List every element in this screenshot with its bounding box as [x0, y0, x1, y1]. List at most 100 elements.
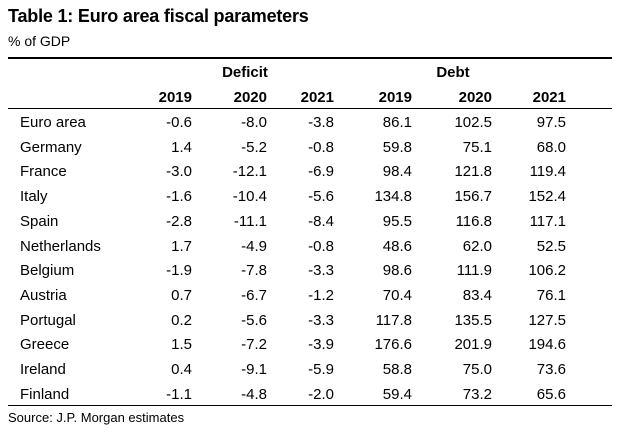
- table-cell: 62.0: [462, 237, 492, 255]
- table-cell: 0.2: [171, 311, 192, 329]
- table-cell: -12.1: [232, 163, 267, 181]
- table-cell: -7.2: [241, 336, 267, 354]
- year-header-deficit-2019: 2019: [158, 89, 192, 106]
- table-cell: 1.4: [171, 138, 192, 156]
- table-cell: -3.3: [308, 311, 334, 329]
- table-cell: -11.1: [233, 212, 267, 230]
- table-cell: 73.2: [462, 385, 492, 403]
- table-cell: 59.8: [382, 138, 412, 156]
- year-header-debt-2021: 2021: [532, 89, 566, 106]
- table-subtitle: % of GDP: [8, 33, 71, 49]
- table-row: Portugal 0.2 -5.6 -3.3 117.8 135.5 127.5: [0, 309, 619, 334]
- top-rule: [8, 57, 612, 59]
- debt-header: Debt: [436, 64, 470, 81]
- row-label: Ireland: [20, 361, 66, 378]
- table-cell: 98.6: [382, 262, 412, 280]
- table-row: Netherlands 1.7 -4.9 -0.8 48.6 62.0 52.5: [0, 235, 619, 260]
- table-cell: -1.2: [308, 286, 334, 304]
- table-cell: 156.7: [454, 188, 492, 206]
- table-cell: -1.1: [166, 385, 192, 403]
- table-row: Germany 1.4 -5.2 -0.8 59.8 75.1 68.0: [0, 136, 619, 161]
- table-row: Finland -1.1 -4.8 -2.0 59.4 73.2 65.6: [0, 383, 619, 408]
- table-cell: 86.1: [382, 114, 412, 131]
- table-cell: -3.9: [308, 336, 334, 354]
- table-cell: 194.6: [528, 336, 566, 354]
- table-cell: 95.5: [382, 212, 412, 230]
- table-cell: 73.6: [536, 361, 566, 378]
- table-cell: 65.6: [536, 385, 566, 403]
- row-label: Belgium: [20, 262, 75, 280]
- row-label: Germany: [20, 138, 82, 156]
- table-cell: 135.5: [454, 311, 492, 329]
- deficit-header: Deficit: [222, 64, 268, 81]
- table-cell: 1.5: [171, 336, 192, 354]
- table-cell: -3.0: [166, 163, 192, 181]
- table-cell: 134.8: [374, 188, 412, 206]
- table-cell: 48.6: [382, 237, 412, 255]
- table-cell: 83.4: [462, 286, 492, 304]
- table-cell: -4.8: [241, 385, 267, 403]
- table-cell: 102.5: [454, 114, 492, 131]
- table-cell: 152.4: [528, 188, 566, 206]
- table-cell: -7.8: [241, 262, 267, 280]
- table-row: Greece 1.5 -7.2 -3.9 176.6 201.9 194.6: [0, 333, 619, 358]
- table-cell: 68.0: [536, 138, 566, 156]
- table-cell: -1.9: [166, 262, 192, 280]
- table-cell: -6.7: [241, 286, 267, 304]
- table-row: Spain -2.8 -11.1 -8.4 95.5 116.8 117.1: [0, 210, 619, 235]
- table-cell: -5.6: [308, 188, 334, 206]
- table-cell: 98.4: [382, 163, 412, 181]
- row-label: Austria: [20, 286, 67, 304]
- table-row: Euro area -0.6 -8.0 -3.8 86.1 102.5 97.5: [0, 111, 619, 136]
- row-label: Netherlands: [20, 237, 101, 255]
- bottom-rule: [8, 405, 612, 406]
- table-cell: 117.8: [375, 311, 412, 329]
- row-label: Greece: [20, 336, 70, 354]
- table-cell: 75.1: [462, 138, 492, 156]
- table-row: Belgium -1.9 -7.8 -3.3 98.6 111.9 106.2: [0, 259, 619, 284]
- table-cell: -5.9: [308, 361, 334, 378]
- table-cell: -9.1: [241, 361, 267, 378]
- table-row: Ireland 0.4 -9.1 -5.9 58.8 75.0 73.6: [0, 358, 619, 383]
- table-cell: 1.7: [171, 237, 192, 255]
- table-cell: 117.1: [529, 212, 566, 230]
- table-cell: 201.9: [454, 336, 492, 354]
- year-header-deficit-2020: 2020: [233, 89, 267, 106]
- table-cell: 121.8: [454, 163, 492, 181]
- table-cell: 59.4: [382, 385, 412, 403]
- table-cell: -3.8: [308, 114, 334, 131]
- row-label: France: [20, 163, 67, 181]
- table-cell: -5.2: [241, 138, 267, 156]
- table-cell: 106.2: [528, 262, 566, 280]
- table-title: Table 1: Euro area fiscal parameters: [8, 6, 309, 26]
- row-label: Spain: [20, 212, 59, 230]
- table-row: Italy -1.6 -10.4 -5.6 134.8 156.7 152.4: [0, 185, 619, 210]
- table-cell: -0.8: [308, 237, 334, 255]
- row-label: Portugal: [20, 311, 76, 329]
- table-cell: -5.6: [241, 311, 267, 329]
- table-cell: 70.4: [382, 286, 412, 304]
- table-cell: -0.6: [166, 114, 192, 131]
- table-cell: -4.9: [241, 237, 267, 255]
- table-cell: 116.8: [455, 212, 492, 230]
- table-cell: 58.8: [382, 361, 412, 378]
- table-cell: 76.1: [536, 286, 566, 304]
- table-cell: 75.0: [462, 361, 492, 378]
- year-header-deficit-2021: 2021: [300, 89, 334, 106]
- table-cell: 0.4: [171, 361, 192, 378]
- year-header-debt-2020: 2020: [458, 89, 492, 106]
- table-cell: 0.7: [171, 286, 192, 304]
- table-cell: 52.5: [536, 237, 566, 255]
- table-cell: -6.9: [308, 163, 334, 181]
- table-cell: 119.4: [529, 163, 566, 181]
- table-cell: -8.4: [308, 212, 334, 230]
- table-cell: 127.5: [528, 311, 566, 329]
- table-cell: -10.4: [232, 188, 267, 206]
- header-rule: [8, 108, 612, 109]
- row-label: Italy: [20, 188, 48, 206]
- table-cell: 97.5: [536, 114, 566, 131]
- row-label: Finland: [20, 385, 70, 403]
- source-note: Source: J.P. Morgan estimates: [8, 410, 185, 425]
- table-cell: -8.0: [241, 114, 267, 131]
- row-label: Euro area: [20, 114, 86, 131]
